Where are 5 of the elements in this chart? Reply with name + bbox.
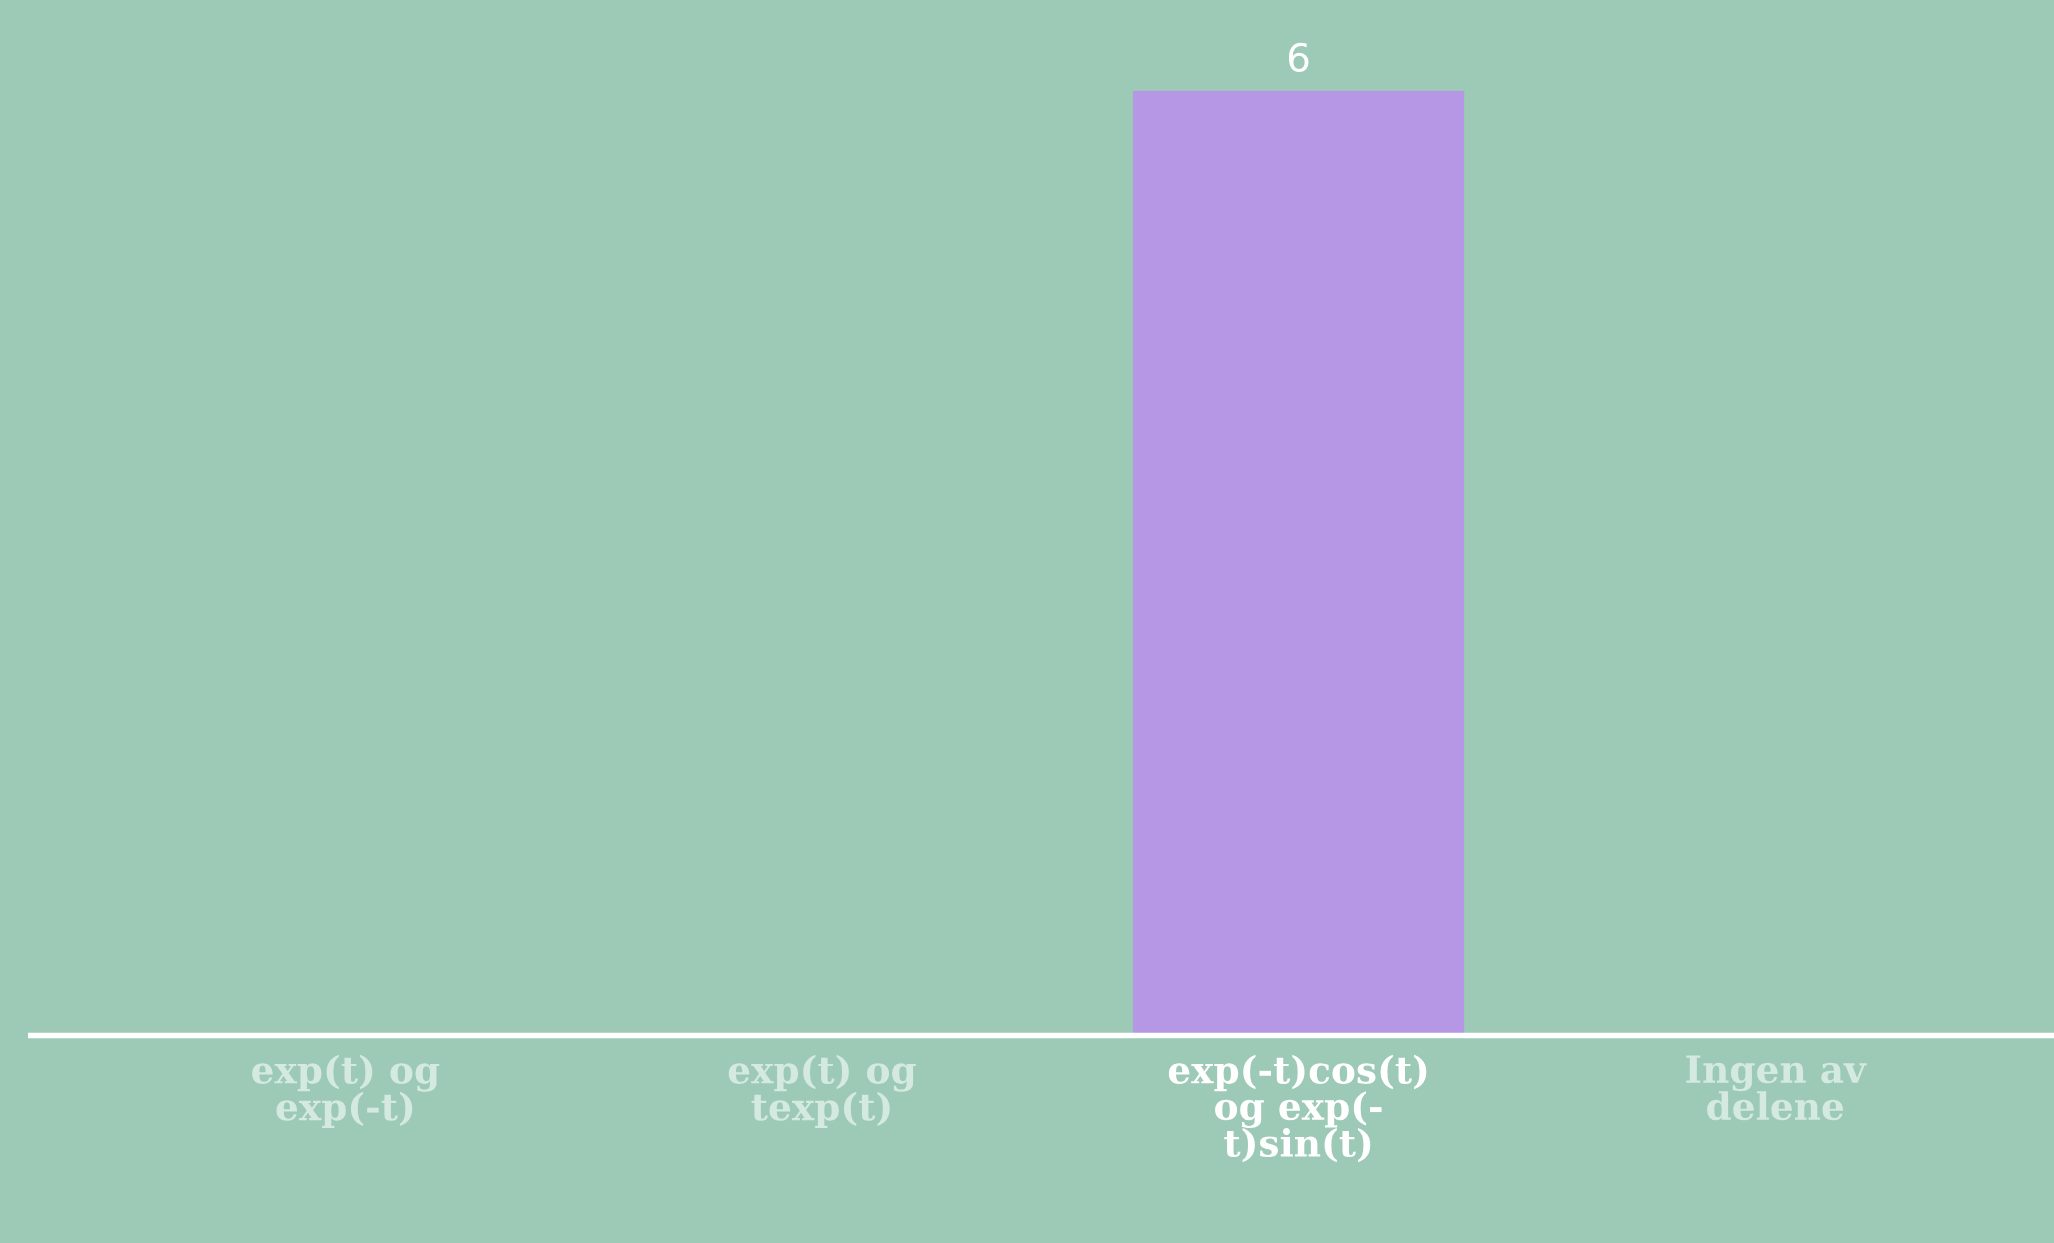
x-tick-label: exp(-t)cos(t) og exp(- t)sin(t) [1168,1054,1427,1163]
data-label: 6 [1288,42,1309,73]
x-tick-label: exp(t) og texp(t) [728,1054,916,1128]
x-tick-label: Ingen av delene [1686,1055,1867,1121]
x-tick-label: exp(t) og exp(-t) [252,1054,440,1128]
